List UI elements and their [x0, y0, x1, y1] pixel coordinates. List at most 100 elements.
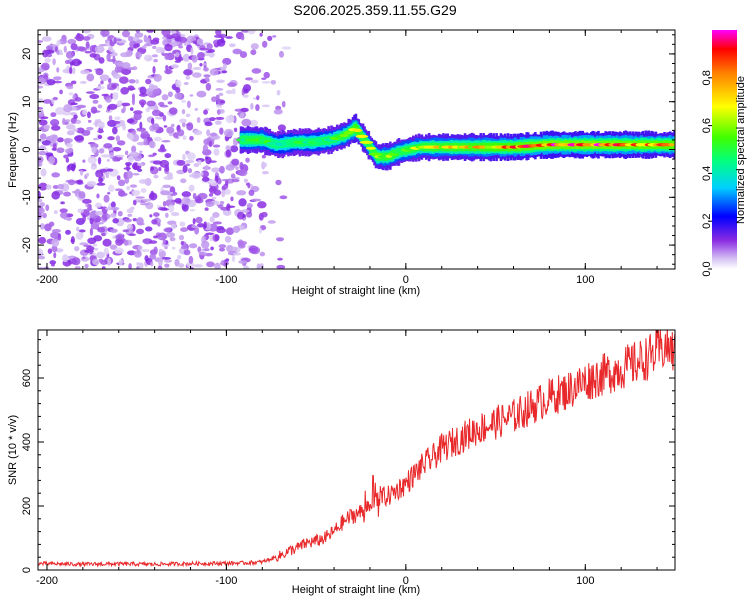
noise-speckle — [74, 97, 82, 102]
noise-speckle — [177, 129, 185, 137]
noise-speckle — [109, 152, 115, 160]
noise-speckle — [112, 55, 116, 65]
noise-speckle — [160, 207, 169, 211]
y-tick-label: -20 — [21, 237, 33, 253]
noise-speckle — [180, 245, 188, 250]
colorbar-ticks: 0.0 0.2 0.4 0.6 0.8 — [701, 70, 713, 276]
noise-speckle — [261, 170, 269, 175]
noise-speckle — [129, 151, 140, 158]
noise-speckle — [38, 248, 44, 256]
noise-speckle — [162, 114, 167, 122]
noise-speckle — [196, 223, 205, 228]
snr-x-ticks: -200 -100 0 100 — [36, 330, 658, 587]
noise-speckle — [60, 201, 65, 205]
noise-speckle — [145, 78, 152, 85]
noise-speckle — [215, 116, 225, 120]
noise-speckle — [221, 70, 228, 74]
noise-speckle — [261, 154, 266, 159]
noise-speckle — [225, 115, 235, 124]
noise-speckle — [115, 135, 121, 142]
spectrogram-noise-field — [38, 30, 292, 269]
noise-speckle — [182, 53, 190, 62]
noise-speckle — [89, 45, 95, 53]
noise-speckle — [57, 183, 65, 190]
noise-speckle — [86, 73, 95, 82]
noise-speckle — [66, 124, 76, 130]
noise-speckle — [38, 85, 44, 89]
noise-speckle — [107, 103, 118, 110]
noise-speckle — [113, 37, 117, 44]
noise-speckle — [44, 57, 51, 63]
noise-speckle — [137, 245, 143, 250]
noise-speckle — [66, 85, 74, 90]
noise-speckle — [59, 89, 63, 95]
noise-speckle — [101, 232, 106, 237]
noise-speckle — [175, 52, 180, 58]
noise-speckle — [233, 127, 238, 133]
noise-speckle — [118, 157, 123, 160]
noise-speckle — [248, 245, 259, 254]
noise-speckle — [106, 158, 110, 162]
noise-speckle — [171, 64, 179, 69]
noise-speckle — [257, 201, 267, 209]
noise-speckle — [45, 184, 52, 190]
noise-speckle — [128, 233, 137, 236]
noise-speckle — [153, 174, 159, 179]
noise-speckle — [187, 168, 193, 174]
noise-speckle — [151, 219, 158, 225]
noise-speckle — [174, 60, 181, 63]
noise-speckle — [116, 175, 121, 181]
noise-speckle — [90, 143, 99, 149]
noise-speckle — [186, 100, 191, 109]
noise-speckle — [126, 118, 135, 124]
noise-speckle — [229, 145, 239, 153]
noise-speckle — [55, 107, 66, 115]
noise-speckle — [219, 100, 225, 104]
tone-track-peak — [352, 128, 363, 132]
colorbar-tick-label: 0.0 — [701, 261, 713, 276]
noise-speckle — [82, 30, 91, 34]
noise-speckle — [48, 221, 55, 227]
noise-speckle — [38, 211, 43, 220]
noise-speckle — [231, 246, 238, 253]
noise-speckle — [96, 172, 102, 178]
noise-speckle — [259, 251, 266, 257]
noise-speckle — [258, 227, 262, 234]
noise-speckle — [132, 189, 141, 197]
noise-speckle — [206, 43, 213, 50]
noise-speckle — [161, 94, 169, 101]
noise-speckle — [64, 59, 70, 65]
noise-speckle — [75, 46, 86, 52]
colorbar-label: Normalized spectral amplitude — [735, 76, 747, 224]
noise-speckle — [124, 176, 130, 184]
noise-speckle — [99, 74, 110, 82]
noise-speckle — [38, 68, 45, 73]
noise-speckle — [121, 102, 131, 107]
noise-speckle — [155, 47, 160, 51]
noise-speckle — [129, 107, 134, 111]
noise-speckle — [56, 67, 60, 73]
noise-speckle — [117, 210, 123, 217]
noise-speckle — [138, 93, 148, 97]
noise-speckle — [82, 109, 88, 116]
noise-speckle — [94, 119, 99, 128]
noise-speckle — [248, 189, 255, 196]
noise-speckle — [118, 192, 128, 197]
noise-speckle — [211, 96, 217, 103]
noise-speckle — [92, 258, 100, 266]
noise-speckle — [236, 190, 247, 196]
noise-speckle — [259, 32, 263, 37]
noise-speckle — [202, 62, 207, 66]
noise-speckle — [90, 106, 98, 114]
noise-speckle — [192, 218, 196, 225]
noise-speckle — [84, 50, 92, 54]
noise-speckle — [157, 148, 167, 153]
noise-speckle — [190, 47, 194, 55]
y-tick-label: 20 — [21, 48, 33, 60]
noise-speckle — [185, 113, 191, 118]
x-tick-label: -100 — [215, 274, 237, 286]
noise-speckle — [164, 259, 172, 263]
y-tick-label: 200 — [21, 497, 33, 515]
noise-speckle — [188, 243, 198, 249]
noise-speckle — [196, 117, 201, 123]
